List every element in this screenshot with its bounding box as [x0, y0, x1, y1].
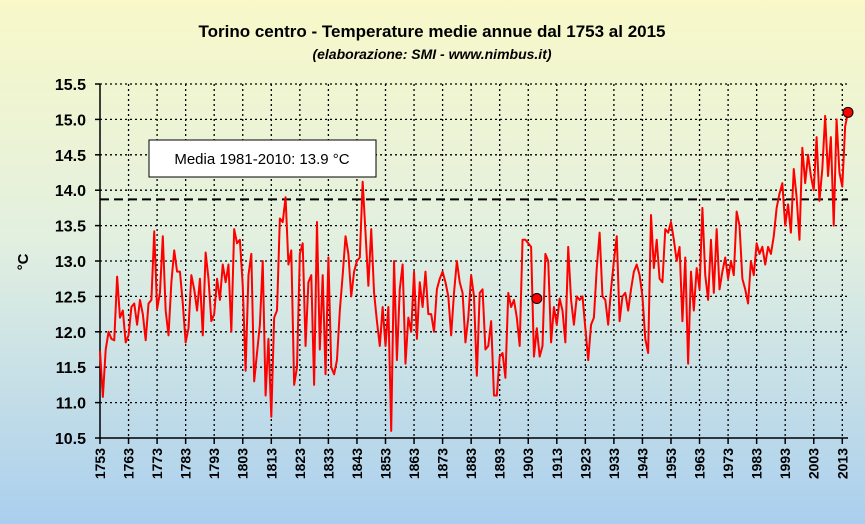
chart-subtitle: (elaborazione: SMI - www.nimbus.it): [312, 46, 551, 62]
x-tick-label: 1863: [406, 448, 422, 479]
y-tick-label: 10.5: [55, 431, 86, 448]
y-tick-label: 14.0: [55, 183, 86, 200]
x-tick-label: 1923: [577, 448, 593, 479]
x-tick-label: 1973: [720, 448, 736, 479]
y-tick-label: 11.5: [56, 360, 86, 377]
y-tick-label: 14.5: [55, 148, 86, 165]
x-tick-label: 1983: [749, 448, 765, 479]
y-tick-label: 12.5: [55, 289, 86, 306]
grid-lines: [100, 83, 848, 438]
x-tick-label: 1893: [492, 448, 508, 479]
x-tick-label: 1833: [320, 448, 336, 479]
x-tick-label: 1953: [663, 448, 679, 479]
y-tick-label: 15.0: [55, 112, 86, 129]
x-tick-label: 1773: [149, 448, 165, 479]
y-axis-label: °C: [15, 253, 32, 270]
y-tick-label: 13.0: [55, 254, 86, 271]
highlight-point: [531, 293, 543, 305]
chart-title: Torino centro - Temperature medie annue …: [198, 22, 665, 41]
axes: [95, 83, 848, 444]
y-tick-label: 13.5: [55, 219, 86, 236]
x-tick-label: 1763: [121, 448, 137, 479]
x-tick-label: 1793: [206, 448, 222, 479]
y-tick-label: 15.5: [55, 77, 86, 94]
x-tick-label: 1903: [520, 448, 536, 479]
x-tick-label: 2013: [834, 448, 850, 479]
x-tick-label: 1843: [349, 448, 365, 479]
y-tick-labels: 10.5 11.0 11.5 12.0 12.5 13.0 13.5 14.0 14.5 15.0…: [55, 77, 86, 448]
x-tick-label: 1803: [235, 448, 251, 479]
x-tick-label: 1933: [606, 448, 622, 479]
x-tick-label: 1753: [92, 448, 108, 479]
x-tick-label: 1963: [692, 448, 708, 479]
y-tick-label: 12.0: [55, 325, 86, 342]
y-tick-label: 11.0: [56, 396, 86, 413]
x-tick-label: 1943: [634, 448, 650, 479]
highlight-points: [531, 106, 854, 305]
x-tick-label: 1823: [292, 448, 308, 479]
annotation-box: Media 1981-2010: 13.9 °C: [148, 139, 377, 178]
x-tick-label: 1853: [377, 448, 393, 479]
highlight-point: [842, 106, 854, 118]
x-tick-label: 1913: [549, 448, 565, 479]
x-tick-label: 2003: [806, 448, 822, 479]
x-tick-label: 1873: [435, 448, 451, 479]
series-line: [99, 112, 849, 432]
annotation-text: Media 1981-2010: 13.9 °C: [174, 151, 349, 168]
x-tick-label: 1883: [463, 448, 479, 479]
x-tick-label: 1993: [777, 448, 793, 479]
x-tick-label: 1783: [178, 448, 194, 479]
x-tick-labels: 1753 1763 1773 1783 1793 1803 1813 1823 1833 1843…: [92, 448, 850, 479]
x-tick-label: 1813: [263, 448, 279, 479]
